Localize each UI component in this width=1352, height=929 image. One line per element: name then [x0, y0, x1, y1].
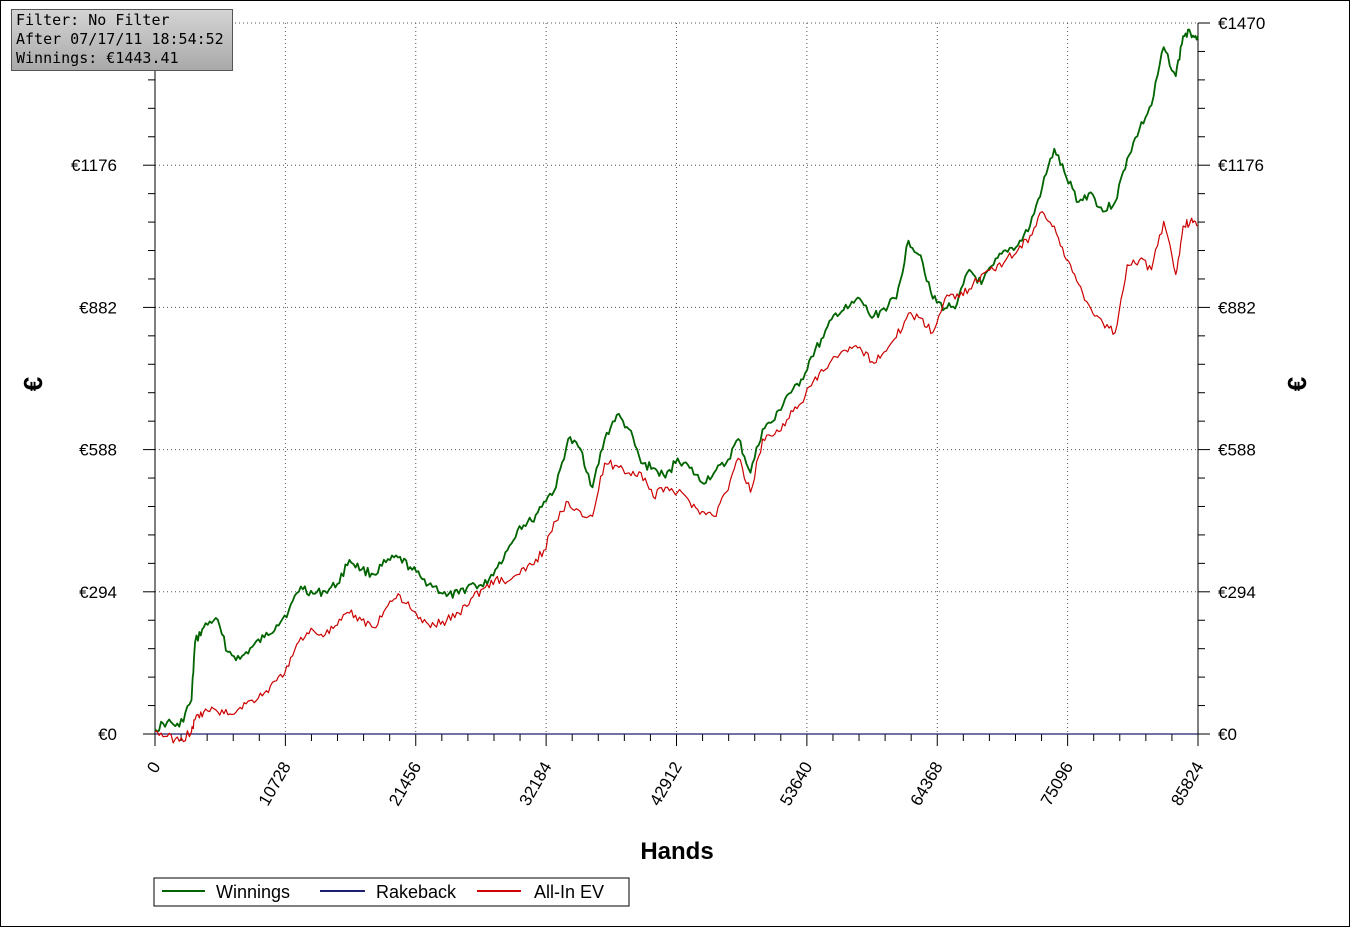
x-tick-label: 53640 — [776, 759, 816, 809]
x-tick-label: 85824 — [1167, 759, 1207, 809]
y-tick-label-right: €1470 — [1218, 14, 1265, 33]
x-tick-label: 64368 — [907, 759, 947, 809]
x-tick-label: 32184 — [515, 759, 555, 809]
legend-rakeback-label: Rakeback — [376, 882, 457, 902]
y-tick-label-left: €588 — [79, 441, 117, 460]
info-box: Filter: No Filter After 07/17/11 18:54:5… — [11, 9, 233, 71]
x-tick-label: 21456 — [385, 759, 425, 809]
y-tick-label-right: €882 — [1218, 298, 1256, 317]
grid-lines — [155, 22, 1198, 734]
legend-winnings-label: Winnings — [216, 882, 290, 902]
x-tick-label: 10728 — [255, 759, 295, 809]
y-axis-title-left: € — [18, 377, 48, 391]
allin-ev-line — [154, 211, 1199, 744]
y-tick-label-right: €588 — [1218, 441, 1256, 460]
y-tick-label-right: €1176 — [1218, 156, 1264, 175]
x-tick-label: 42912 — [646, 759, 686, 809]
winnings-text: Winnings: €1443.41 — [16, 49, 179, 67]
legend-allin-ev-label: All-In EV — [534, 882, 604, 902]
x-axis-title: Hands — [640, 838, 713, 865]
x-tick-label: 75096 — [1037, 759, 1077, 809]
filter-text: Filter: No Filter — [16, 11, 170, 29]
after-date-text: After 07/17/11 18:54:52 — [16, 30, 224, 48]
y-tick-label-right: €0 — [1218, 725, 1237, 744]
y-tick-label-left: €1176 — [71, 156, 117, 175]
y-axis-title-right: € — [1282, 377, 1312, 391]
winnings-line — [154, 28, 1199, 733]
y-tick-label-left: €882 — [79, 298, 117, 317]
y-tick-label-left: €0 — [98, 725, 117, 744]
series-lines — [154, 28, 1199, 744]
legend-box — [153, 877, 630, 907]
legend: Winnings Rakeback All-In EV — [153, 877, 630, 907]
y-tick-label-right: €294 — [1218, 583, 1256, 602]
x-tick-label: 0 — [143, 759, 164, 777]
axes: €0 €0 €294 €294 €588 €588 €882 €882 €1176 €1176 €1… — [70, 14, 1266, 809]
y-tick-label-left: €294 — [79, 583, 117, 602]
